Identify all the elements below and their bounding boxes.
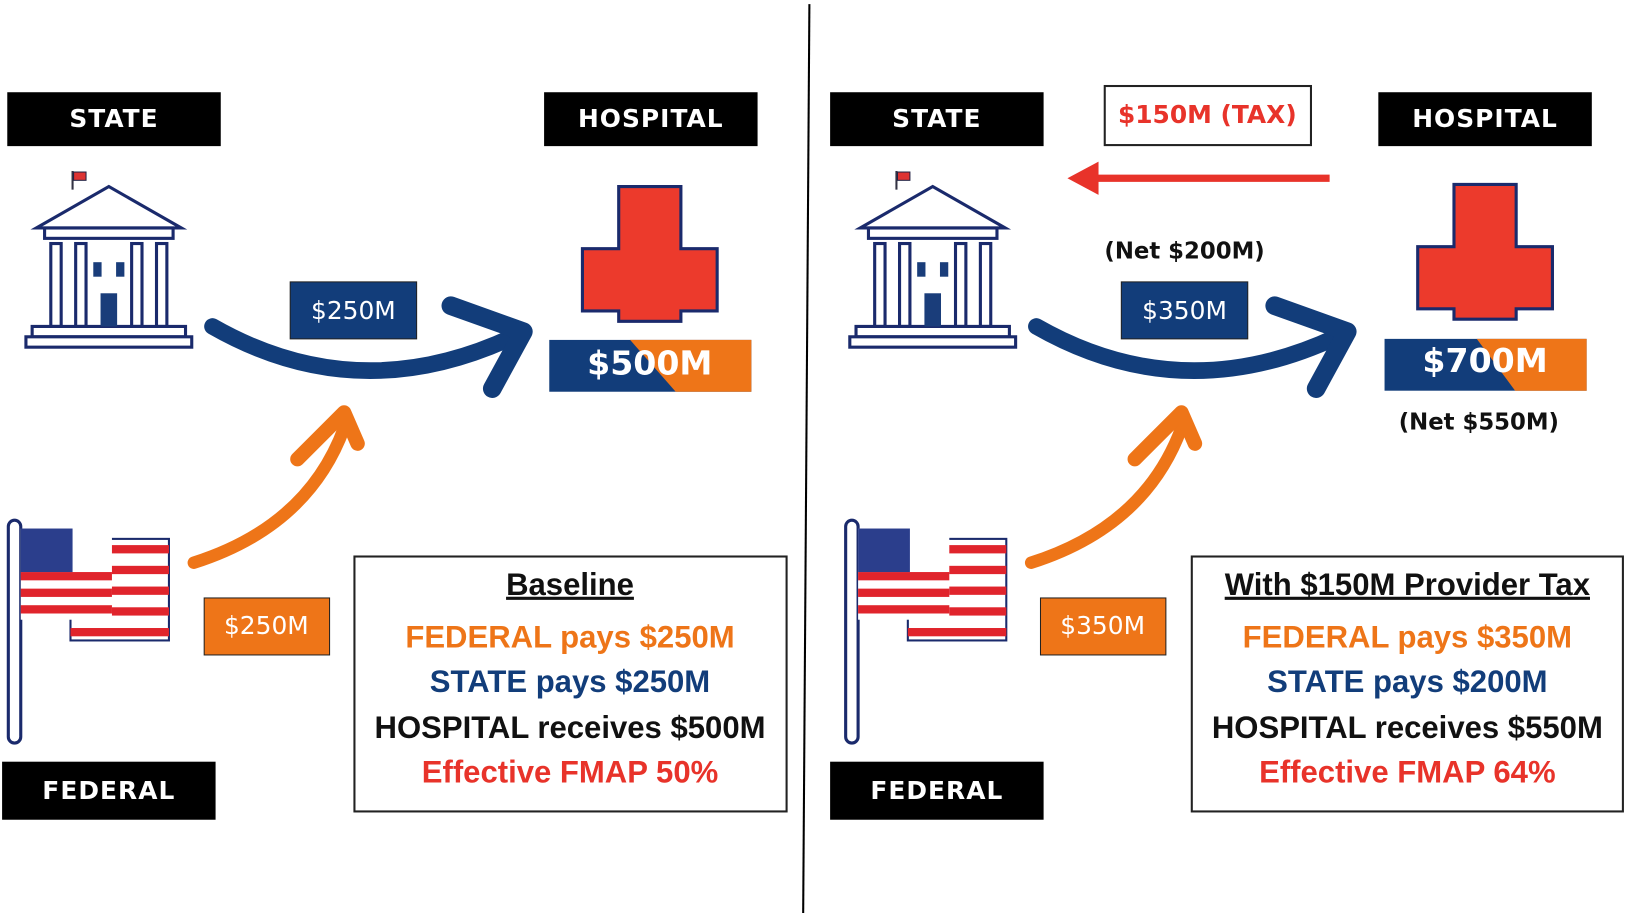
federal-icon: [8, 520, 169, 743]
hospital-net: (Net $550M): [1399, 409, 1559, 435]
state-amount: $250M: [311, 296, 396, 325]
divider: [803, 4, 809, 913]
tax-arrow-head: [1067, 162, 1098, 195]
summary-line: FEDERAL pays $350M: [1243, 620, 1572, 655]
page: {"panels": [ {"state_label": "STATE", "h…: [0, 0, 1625, 913]
federal-arrow: [194, 412, 358, 562]
federal-amount: $350M: [1060, 611, 1145, 640]
diagram: STATE HOSPITAL FEDERAL $250M $250M $500M…: [0, 0, 1625, 913]
provider-tax-panel: STATE HOSPITAL FEDERAL $150M (TAX) (Net …: [830, 86, 1623, 820]
summary-line: FEDERAL pays $250M: [405, 620, 734, 655]
hospital-amount: $700M: [1422, 341, 1547, 380]
hospital-icon: [582, 187, 717, 322]
summary-title: Baseline: [506, 567, 634, 602]
summary-line: HOSPITAL receives $550M: [1212, 710, 1603, 745]
summary-line: STATE pays $200M: [1267, 664, 1547, 699]
state-net: (Net $200M): [1104, 238, 1264, 264]
hospital-label: HOSPITAL: [1412, 104, 1558, 133]
state-label: STATE: [892, 104, 981, 133]
summary-line: Effective FMAP 50%: [422, 754, 719, 789]
summary-title: With $150M Provider Tax: [1225, 567, 1591, 602]
hospital-icon: [1418, 184, 1553, 319]
federal-icon: [846, 520, 1007, 743]
federal-amount: $250M: [224, 611, 309, 640]
state-label: STATE: [69, 104, 158, 133]
summary-line: Effective FMAP 64%: [1259, 754, 1556, 789]
state-icon: [26, 171, 192, 347]
hospital-label: HOSPITAL: [578, 104, 724, 133]
tax-label: $150M (TAX): [1118, 100, 1297, 129]
summary-line: STATE pays $250M: [430, 664, 710, 699]
federal-label: FEDERAL: [42, 776, 175, 805]
state-amount: $350M: [1142, 296, 1227, 325]
federal-arrow: [1031, 412, 1195, 562]
hospital-amount: $500M: [587, 343, 712, 382]
baseline-panel: STATE HOSPITAL FEDERAL $250M $250M $500M…: [2, 92, 786, 819]
summary-line: HOSPITAL receives $500M: [375, 710, 766, 745]
state-icon: [850, 171, 1016, 347]
federal-label: FEDERAL: [870, 776, 1003, 805]
